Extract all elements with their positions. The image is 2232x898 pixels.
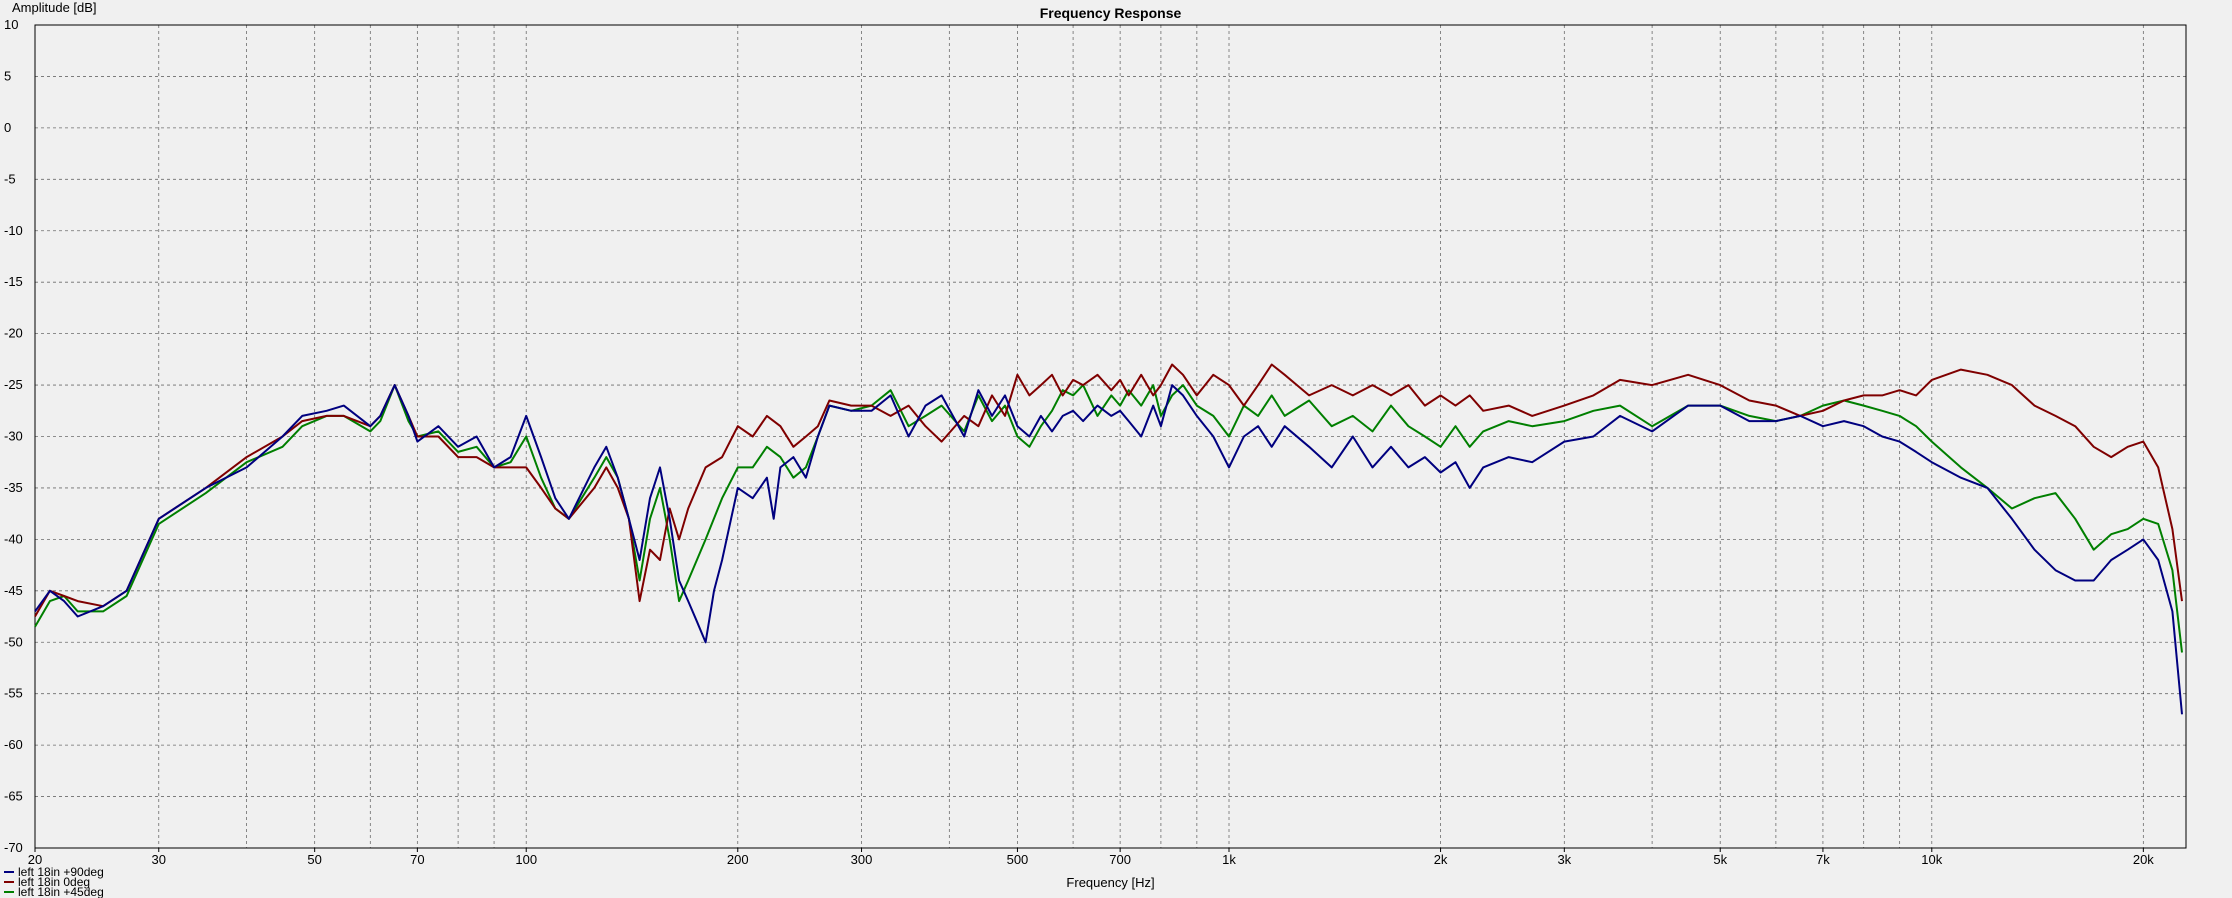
x-tick-label: 10k <box>1921 852 1942 867</box>
chart-title: Frequency Response <box>1040 5 1182 21</box>
y-tick-label: -55 <box>4 686 23 701</box>
y-tick-label: 10 <box>4 17 18 32</box>
y-axis-label: Amplitude [dB] <box>12 0 97 15</box>
y-tick-label: -10 <box>4 223 23 238</box>
x-tick-label: 3k <box>1557 852 1571 867</box>
x-tick-label: 200 <box>727 852 749 867</box>
x-tick-label: 7k <box>1816 852 1830 867</box>
x-tick-label: 1k <box>1222 852 1236 867</box>
series-lines <box>34 363 2183 715</box>
x-tick-label: 500 <box>1007 852 1029 867</box>
plot-area <box>34 24 2187 849</box>
legend-entry: left 18in +90deg <box>18 865 104 879</box>
y-tick-label: -50 <box>4 634 23 649</box>
x-tick-label: 700 <box>1109 852 1131 867</box>
series-line-0 <box>34 384 2183 715</box>
x-tick-label: 5k <box>1713 852 1727 867</box>
legend-entry: left 18in +45deg <box>18 885 104 898</box>
x-tick-label: 70 <box>410 852 424 867</box>
x-tick-label: 20k <box>2133 852 2154 867</box>
series-line-1 <box>34 363 2183 618</box>
y-tick-label: -20 <box>4 326 23 341</box>
x-tick-label: 50 <box>307 852 321 867</box>
legend-entry: left 18in 0deg <box>18 875 90 889</box>
x-tick-labels: 20 30 50 70 100 200 300 500 700 1k 2k 3k 5k 7k 10k 20k <box>28 848 2154 867</box>
x-tick-label: 2k <box>1434 852 1448 867</box>
y-tick-label: -15 <box>4 274 23 289</box>
y-tick-label: -25 <box>4 377 23 392</box>
y-tick-label: -5 <box>4 171 16 186</box>
x-tick-label: 30 <box>152 852 166 867</box>
grid-lines <box>34 24 2186 849</box>
y-tick-labels: 10 5 0 -5 -10 -15 -20 -25 -30 -35 -40 -45 -50 -55 -60 -… <box>4 17 23 855</box>
x-tick-label: 300 <box>851 852 873 867</box>
x-axis-label: Frequency [Hz] <box>1066 875 1154 890</box>
y-tick-label: -70 <box>4 840 23 855</box>
y-tick-label: -65 <box>4 789 23 804</box>
y-tick-label: 0 <box>4 120 11 135</box>
x-tick-label: 20 <box>28 852 42 867</box>
y-tick-label: -40 <box>4 531 23 546</box>
x-tick-label: 100 <box>515 852 537 867</box>
y-tick-label: 5 <box>4 68 11 83</box>
y-tick-label: -35 <box>4 480 23 495</box>
y-tick-label: -45 <box>4 583 23 598</box>
y-tick-label: -60 <box>4 737 23 752</box>
y-tick-label: -30 <box>4 429 23 444</box>
